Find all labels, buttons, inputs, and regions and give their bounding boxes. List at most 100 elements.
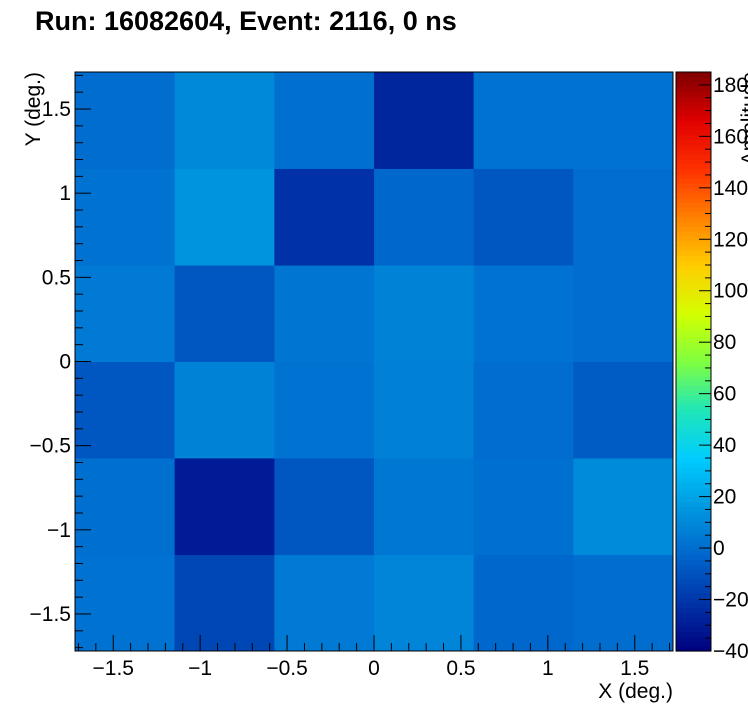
colorbar-segment [676,467,711,474]
colorbar-segment [676,178,711,184]
colorbar-segment [676,72,711,78]
colorbar-segment [676,76,711,83]
colorbar-segment [676,549,711,556]
y-tick-label: 0 [59,351,71,374]
colorbar-segment [676,482,711,488]
heatmap-cell [374,265,475,362]
heatmap-cell [374,554,475,652]
z-tick-label: 40 [713,434,736,457]
colorbar-segment [676,221,711,227]
y-axis: −1.5 −1 −0.5 0 0.5 1 1.5 [30,74,91,649]
heatmap-cell [75,168,176,266]
colorbar-segment [676,308,711,314]
heatmap-cell [573,265,674,362]
z-axis-label: Amplitude [738,72,748,165]
colorbar-segment [676,486,711,493]
colorbar-segment [676,313,711,319]
z-tick-label: 0 [713,537,725,560]
colorbar-segment [676,404,711,411]
colorbar-segment [676,163,711,170]
colorbar-segment [676,438,711,445]
colorbar-segment [676,409,711,416]
heatmap-cell [174,72,275,169]
z-tick-label: −40 [713,640,748,663]
y-axis-label: Y (deg.) [22,72,45,146]
colorbar-segment [676,269,711,276]
colorbar-segment [676,448,711,454]
y-tick-label: −0.5 [30,435,71,458]
colorbar-segment [676,255,711,261]
heatmap-cell [174,457,275,556]
colorbar-segment [676,120,711,126]
colorbar-segment [676,86,711,92]
heatmap-cell [473,361,574,459]
heatmap-cell [573,168,674,266]
colorbar-segment [676,158,711,165]
colorbar-segment [676,332,711,338]
colorbar-segment [676,612,711,618]
colorbar-segment [676,298,711,305]
heatmap-cell [174,168,275,266]
colorbar-segment [676,134,711,141]
x-tick-label: −0.5 [266,657,307,680]
colorbar-segment [676,250,711,256]
x-tick-label: −1 [188,657,212,680]
color-scale-axis: −40 −20 0 20 40 60 80 100 120 140 160 180 [699,71,748,663]
colorbar-segment [676,617,711,623]
colorbar-segment [676,322,711,329]
heatmap-cell [274,72,375,169]
colorbar-segment [676,110,711,117]
heatmap-cell [473,265,574,362]
colorbar-segment [676,458,711,464]
colorbar-segment [676,380,711,387]
y-tick-label: −1 [47,519,71,542]
colorbar-segment [676,303,711,310]
colorbar-segment [676,115,711,121]
colorbar-segment [676,289,711,295]
colorbar-segment [676,400,711,406]
colorbar-segment [676,622,711,628]
x-tick-label: 1.5 [620,657,649,680]
colorbar-segment [676,544,711,551]
colorbar-segment [676,351,711,358]
colorbar-segment [676,496,711,503]
heatmap-cell [573,361,674,459]
colorbar-segment [676,100,711,107]
colorbar-segment [676,419,711,425]
colorbar-segment [676,501,711,507]
heatmap-cell [75,361,176,459]
colorbar-segment [676,231,711,237]
z-tick-label: −20 [713,589,748,612]
colorbar-segment [676,168,711,174]
colorbar-segment [676,366,711,372]
colorbar-segment [676,279,711,285]
colorbar-segment [676,284,711,290]
y-tick-label: 0.5 [42,266,71,289]
heatmap-cells [75,72,674,652]
heatmap-cell [573,72,674,169]
colorbar-segment [676,154,711,160]
colorbar-segment [676,424,711,430]
colorbar-segment [676,375,711,382]
x-tick-label: 1 [542,657,554,680]
colorbar-segment [676,535,711,541]
colorbar-segment [676,602,711,609]
colorbar-segment [676,588,711,594]
colorbar-segment [676,433,711,440]
colorbar-segment [676,472,711,478]
colorbar-segment [676,260,711,266]
z-tick-label: 120 [713,228,748,251]
heatmap-cell [274,361,375,459]
x-tick-label: 0 [368,657,380,680]
colorbar-segment [676,564,711,570]
x-tick-label: 0.5 [446,657,475,680]
colorbar-segment [676,414,711,420]
colorbar-segment [676,226,711,232]
colorbar-segment [676,429,711,435]
colorbar-segment [676,626,711,633]
colorbar-segment [676,641,711,647]
colorbar-segment [676,202,711,208]
colorbar-segment [676,81,711,88]
colorbar-segment [676,216,711,223]
chart-title: Run: 16082604, Event: 2116, 0 ns [35,6,457,36]
